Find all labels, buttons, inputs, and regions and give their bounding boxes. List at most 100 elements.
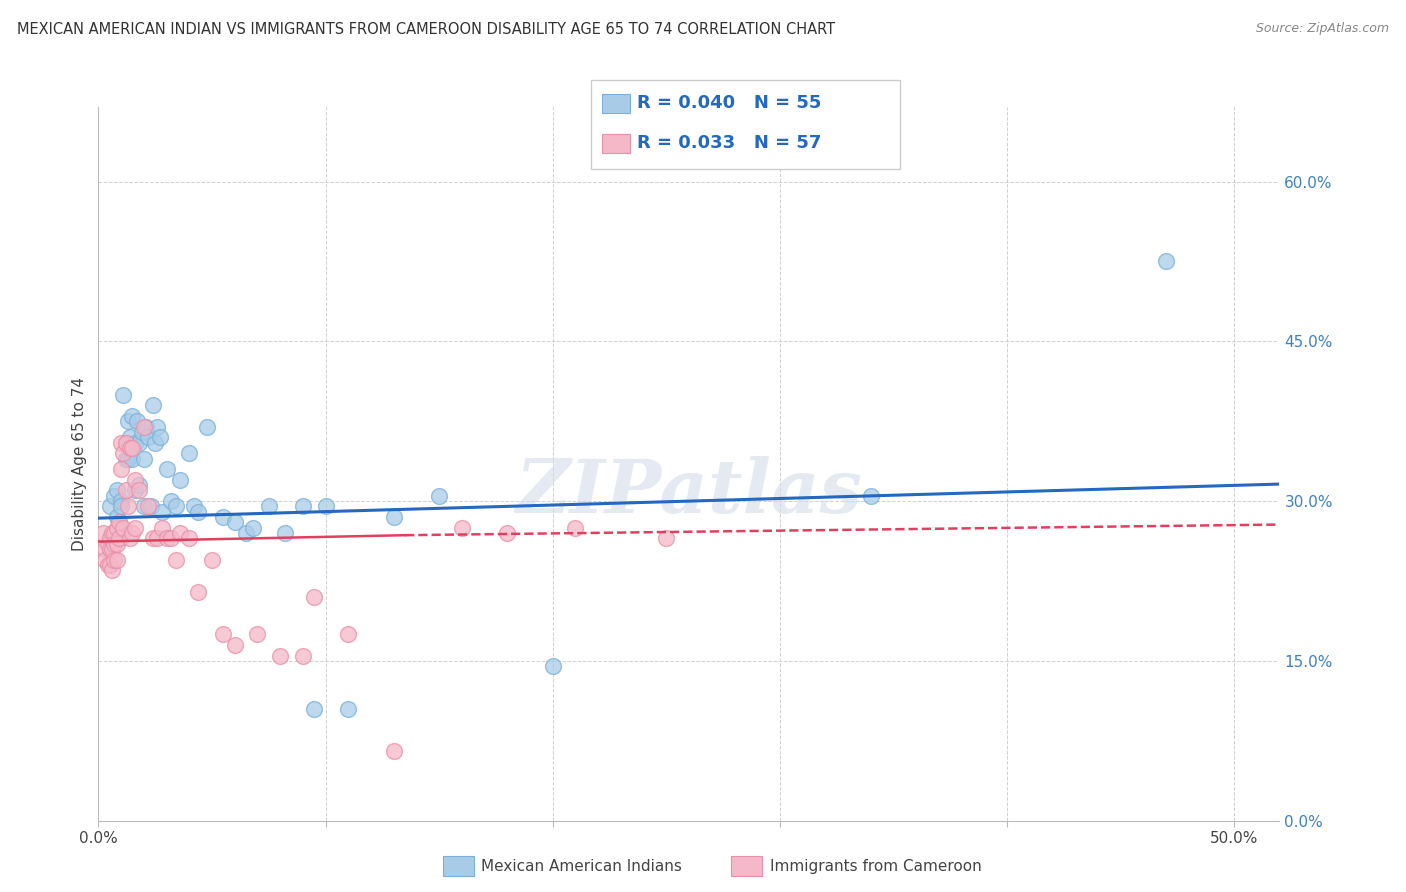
Point bbox=[257, 500, 280, 514]
Point bbox=[242, 521, 264, 535]
Point bbox=[155, 532, 177, 546]
Point bbox=[132, 500, 155, 514]
Point bbox=[138, 500, 160, 514]
Point bbox=[269, 648, 291, 663]
Point bbox=[121, 441, 143, 455]
Point bbox=[143, 435, 166, 450]
Point bbox=[114, 451, 136, 466]
Point bbox=[98, 558, 121, 572]
Point bbox=[98, 500, 121, 514]
Point bbox=[124, 435, 146, 450]
Point bbox=[859, 489, 882, 503]
Point bbox=[124, 483, 146, 498]
Point bbox=[427, 489, 450, 503]
Point bbox=[302, 590, 325, 604]
Point bbox=[91, 526, 114, 541]
Point bbox=[112, 446, 135, 460]
Point bbox=[382, 744, 405, 758]
Point bbox=[235, 526, 257, 541]
Point bbox=[120, 532, 142, 546]
Point bbox=[496, 526, 519, 541]
Point bbox=[114, 483, 136, 498]
Point bbox=[128, 483, 150, 498]
Point bbox=[105, 537, 128, 551]
Point bbox=[110, 532, 132, 546]
Point bbox=[1154, 254, 1177, 268]
Point bbox=[120, 441, 142, 455]
Point bbox=[165, 552, 187, 566]
Point bbox=[149, 430, 172, 444]
Point bbox=[291, 648, 314, 663]
Point bbox=[108, 516, 131, 530]
Y-axis label: Disability Age 65 to 74: Disability Age 65 to 74 bbox=[72, 376, 87, 551]
Point bbox=[110, 500, 132, 514]
Point bbox=[101, 526, 124, 541]
Point bbox=[315, 500, 337, 514]
Point bbox=[246, 627, 269, 641]
Point bbox=[165, 500, 187, 514]
Point bbox=[103, 526, 125, 541]
Point bbox=[450, 521, 472, 535]
Point bbox=[139, 500, 162, 514]
Point bbox=[655, 532, 678, 546]
Point bbox=[117, 414, 139, 428]
Point bbox=[146, 532, 169, 546]
Point bbox=[337, 702, 360, 716]
Text: Source: ZipAtlas.com: Source: ZipAtlas.com bbox=[1256, 22, 1389, 36]
Point bbox=[96, 558, 118, 572]
Point bbox=[108, 532, 131, 546]
Point bbox=[169, 473, 191, 487]
Point bbox=[135, 419, 157, 434]
Point bbox=[142, 532, 165, 546]
Point bbox=[98, 532, 121, 546]
Point bbox=[142, 398, 165, 412]
Point bbox=[201, 552, 224, 566]
Point bbox=[150, 505, 173, 519]
Point bbox=[103, 537, 125, 551]
Text: R = 0.033   N = 57: R = 0.033 N = 57 bbox=[637, 134, 821, 152]
Point bbox=[132, 451, 155, 466]
Point bbox=[224, 516, 246, 530]
Point bbox=[155, 462, 177, 476]
Point bbox=[114, 435, 136, 450]
Point bbox=[103, 552, 125, 566]
Point bbox=[105, 552, 128, 566]
Point bbox=[117, 500, 139, 514]
Point bbox=[132, 419, 155, 434]
Point bbox=[302, 702, 325, 716]
Point bbox=[541, 659, 564, 673]
Text: Immigrants from Cameroon: Immigrants from Cameroon bbox=[770, 859, 983, 873]
Point bbox=[125, 414, 148, 428]
Point bbox=[291, 500, 314, 514]
Point bbox=[121, 409, 143, 423]
Point bbox=[110, 462, 132, 476]
Point bbox=[187, 505, 209, 519]
Point bbox=[103, 489, 125, 503]
Point bbox=[114, 435, 136, 450]
Point bbox=[98, 542, 121, 557]
Point bbox=[128, 435, 150, 450]
Point bbox=[110, 494, 132, 508]
Point bbox=[169, 526, 191, 541]
Point bbox=[101, 542, 124, 557]
Point bbox=[117, 451, 139, 466]
Point bbox=[124, 473, 146, 487]
Point bbox=[212, 627, 235, 641]
Point bbox=[120, 430, 142, 444]
Point bbox=[110, 435, 132, 450]
Point bbox=[146, 419, 169, 434]
Text: Mexican American Indians: Mexican American Indians bbox=[481, 859, 682, 873]
Point bbox=[105, 521, 128, 535]
Point bbox=[382, 510, 405, 524]
Point bbox=[187, 584, 209, 599]
Point bbox=[94, 542, 117, 557]
Point bbox=[128, 478, 150, 492]
Point bbox=[94, 552, 117, 566]
Point bbox=[112, 387, 135, 401]
Point bbox=[105, 483, 128, 498]
Point bbox=[108, 516, 131, 530]
Point bbox=[179, 446, 201, 460]
Point bbox=[160, 532, 183, 546]
Point bbox=[337, 627, 360, 641]
Point bbox=[121, 526, 143, 541]
